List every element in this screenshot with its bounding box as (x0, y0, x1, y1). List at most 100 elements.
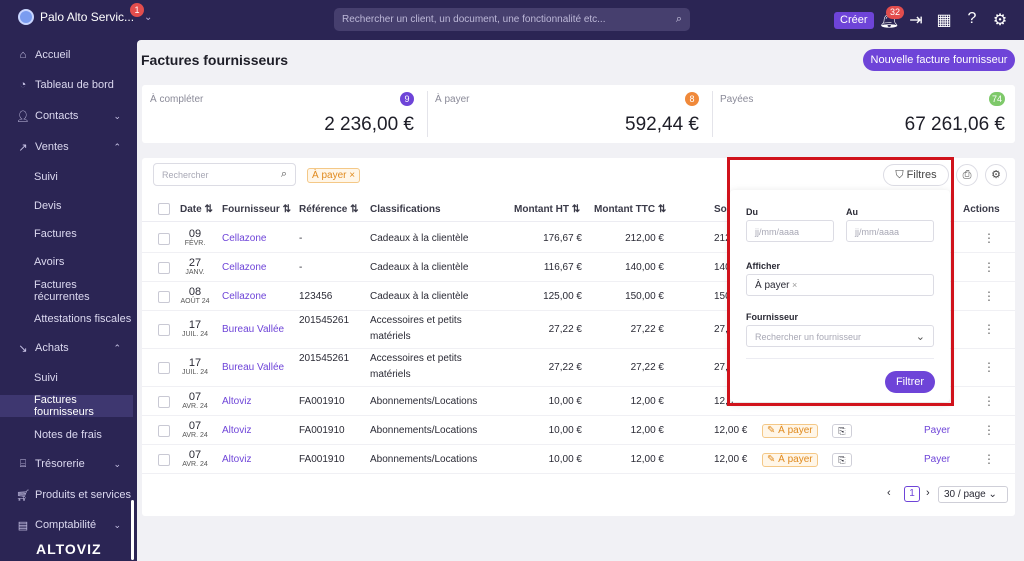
sidebar-item-achats[interactable]: ↘ Achats ⌃ (0, 337, 133, 359)
export-file-button[interactable]: ⎙ (956, 164, 978, 186)
reference: 123456 (299, 291, 333, 302)
per-page-select[interactable]: 30 / page ⌄ (938, 486, 1008, 503)
sidebar-item-factures-fournisseurs[interactable]: Factures fournisseurs (0, 394, 133, 418)
prev-page-button[interactable]: ‹ (887, 487, 891, 499)
table-row[interactable]: 08 AOÛT 24 Cellazone 123456 Cadeaux à la cli… (142, 282, 1015, 311)
sidebar-item-tresorerie[interactable]: ⌸ Trésorerie ⌄ (0, 453, 133, 475)
row-checkbox[interactable] (158, 454, 170, 466)
stat-a-payer[interactable]: À payer 8 592,44 € (427, 85, 709, 143)
sidebar-item-contacts[interactable]: 👤︎ Contacts ⌄ (0, 105, 133, 127)
row-actions-menu-icon[interactable]: ⋮ (983, 260, 995, 274)
supplier-link[interactable]: Bureau Vallée (222, 324, 285, 335)
col-supplier[interactable]: Fournisseur ⇅ (222, 204, 291, 215)
supplier-link[interactable]: Bureau Vallée (222, 362, 285, 373)
sidebar-item-accueil[interactable]: ⌂ Accueil (0, 44, 133, 66)
sidebar-item-factures[interactable]: Factures (0, 223, 133, 245)
row-checkbox[interactable] (158, 262, 170, 274)
row-checkbox[interactable] (158, 324, 170, 336)
placeholder: Rechercher un fournisseur (755, 332, 862, 342)
sidebar-item-attestations[interactable]: Attestations fiscales (0, 308, 133, 330)
row-checkbox[interactable] (158, 233, 170, 245)
row-checkbox[interactable] (158, 291, 170, 303)
row-checkbox[interactable] (158, 396, 170, 408)
from-label: Du (746, 207, 758, 217)
supplier-link[interactable]: Cellazone (222, 262, 267, 273)
sidebar-item-label: Produits et services (35, 489, 131, 501)
org-switcher[interactable]: Palo Alto Servic... ⌄ (18, 9, 152, 25)
export-icon[interactable]: ⇥ (909, 12, 923, 29)
row-actions-menu-icon[interactable]: ⋮ (983, 231, 995, 245)
supplier-link[interactable]: Altoviz (222, 396, 252, 407)
sidebar-item-ventes[interactable]: ↗ Ventes ⌃ (0, 136, 133, 158)
close-icon[interactable]: × (791, 280, 798, 290)
apps-grid-icon[interactable]: ▦ (936, 12, 952, 29)
row-actions-menu-icon[interactable]: ⋮ (983, 289, 995, 303)
sidebar-item-label: Trésorerie (35, 458, 85, 470)
table-row[interactable]: 07 AVR. 24 Altoviz FA001910 Abonnements/Loca… (142, 387, 1015, 416)
chevron-down-icon: ⌄ (915, 331, 925, 343)
supplier-link[interactable]: Altoviz (222, 425, 252, 436)
new-supplier-invoice-button[interactable]: Nouvelle facture fournisseur (863, 49, 1015, 71)
create-button[interactable]: Créer (834, 12, 874, 29)
attachment-icon[interactable]: ⎘ (832, 424, 852, 438)
pay-link[interactable]: Payer (924, 425, 951, 436)
date-to-input[interactable]: jj/mm/aaaa (846, 220, 934, 242)
supplier-link[interactable]: Cellazone (222, 233, 267, 244)
sidebar-item-factures-recurrentes[interactable]: Factures récurrentes (0, 279, 133, 303)
table-row[interactable]: 17 JUIL. 24 Bureau Vallée 201545261 Accessoi… (142, 349, 1015, 387)
date-from-input[interactable]: jj/mm/aaaa (746, 220, 834, 242)
table-settings-button[interactable]: ⚙ (985, 164, 1007, 186)
stat-payees[interactable]: Payées 74 67 261,06 € (712, 85, 1015, 143)
global-search-input[interactable]: Rechercher un client, un document, une f… (334, 8, 690, 31)
table-row[interactable]: 09 FÉVR. Cellazone - Cadeaux à la clientèle 1… (142, 224, 1015, 253)
apply-filter-button[interactable]: Filtrer (885, 371, 935, 393)
supplier-link[interactable]: Cellazone (222, 291, 267, 302)
table-search-input[interactable]: Rechercher ⌕ (153, 163, 296, 186)
sidebar-item-notes-de-frais[interactable]: Notes de frais (0, 424, 133, 446)
sidebar-item-dashboard[interactable]: ◔ Tableau de bord (0, 74, 133, 96)
sidebar-item-achats-suivi[interactable]: Suivi (0, 367, 133, 389)
sidebar-item-avoirs[interactable]: Avoirs (0, 251, 133, 273)
sidebar-scrollbar[interactable] (131, 500, 134, 560)
row-actions-menu-icon[interactable]: ⋮ (983, 423, 995, 437)
pay-link[interactable]: Payer (924, 454, 951, 465)
show-select[interactable]: À payer × (746, 274, 934, 296)
sidebar-item-comptabilite[interactable]: ▤ Comptabilité ⌄ (0, 514, 133, 536)
sidebar-item-ventes-suivi[interactable]: Suivi (0, 166, 133, 188)
table-row[interactable]: 27 JANV. Cellazone - Cadeaux à la clientèle 1… (142, 253, 1015, 282)
col-label: Montant TTC (594, 204, 656, 215)
col-ttc[interactable]: Montant TTC ⇅ (594, 204, 666, 215)
amount-ht: 125,00 € (543, 291, 582, 302)
row-actions-menu-icon[interactable]: ⋮ (983, 394, 995, 408)
select-all-checkbox[interactable] (158, 203, 170, 215)
table-row[interactable]: 07 AVR. 24 Altoviz FA001910 Abonnements/Loca… (142, 416, 1015, 445)
status-label: À payer (778, 425, 813, 436)
col-date[interactable]: Date ⇅ (180, 204, 213, 215)
col-reference[interactable]: Référence ⇅ (299, 204, 359, 215)
stat-badge: 9 (400, 92, 414, 106)
stat-a-completer[interactable]: À compléter 9 2 236,00 € (142, 85, 424, 143)
sidebar-item-produits[interactable]: 🛒︎ Produits et services (0, 484, 133, 506)
active-filter-tag[interactable]: À payer × (307, 168, 361, 183)
col-ht[interactable]: Montant HT ⇅ (514, 204, 580, 215)
attachment-icon[interactable]: ⎘ (832, 453, 852, 467)
row-actions-menu-icon[interactable]: ⋮ (983, 322, 995, 336)
row-checkbox[interactable] (158, 425, 170, 437)
table-row[interactable]: 07 AVR. 24 Altoviz FA001910 Abonnements/Loca… (142, 445, 1015, 474)
row-actions-menu-icon[interactable]: ⋮ (983, 360, 995, 374)
supplier-select[interactable]: Rechercher un fournisseur ⌄ (746, 325, 934, 347)
next-page-button[interactable]: › (926, 487, 930, 499)
filters-button[interactable]: ⛉ Filtres (883, 164, 949, 186)
row-checkbox[interactable] (158, 362, 170, 374)
row-actions-menu-icon[interactable]: ⋮ (983, 452, 995, 466)
sidebar-item-label: Factures (34, 228, 77, 240)
page-number[interactable]: 1 (904, 486, 920, 502)
show-label: Afficher (746, 261, 781, 271)
status-tag[interactable]: ✎ À payer (762, 453, 818, 467)
table-row[interactable]: 17 JUIL. 24 Bureau Vallée 201545261 Accessoi… (142, 311, 1015, 349)
status-tag[interactable]: ✎ À payer (762, 424, 818, 438)
sidebar-item-devis[interactable]: Devis (0, 195, 133, 217)
gear-icon[interactable]: ⚙ (992, 12, 1008, 29)
help-icon[interactable]: ? (967, 10, 977, 27)
supplier-link[interactable]: Altoviz (222, 454, 252, 465)
